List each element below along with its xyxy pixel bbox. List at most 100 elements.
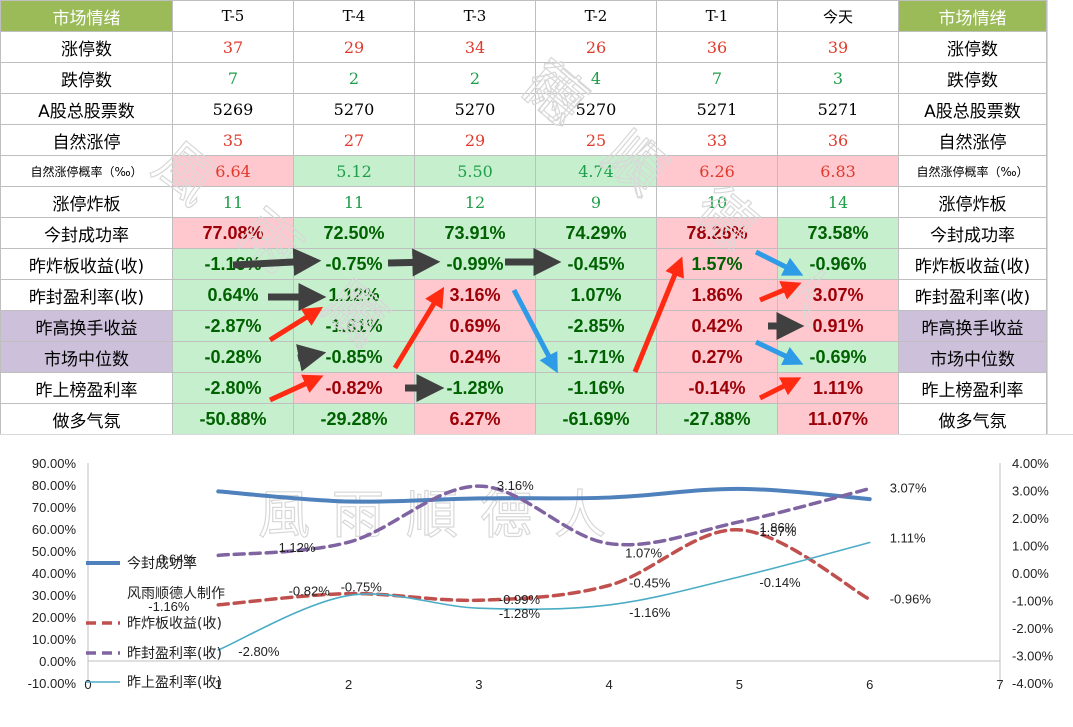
- value-cell: 5.12: [293, 155, 415, 187]
- data-label: 1.86%: [759, 520, 796, 535]
- x-tick-label: 4: [606, 677, 613, 692]
- row-label-right: 昨封盈利率(收): [898, 279, 1047, 311]
- left-y-axis: -10.00% 0.00% 10.00% 20.00% 30.00% 40.00% 50.0…: [28, 456, 77, 691]
- value-cell: -0.85%: [293, 341, 415, 373]
- data-label: 0.64%: [158, 551, 195, 566]
- left-tick-label: -10.00%: [28, 676, 77, 691]
- value-cell: 6.64: [172, 155, 294, 187]
- row-label: 昨高换手收益: [0, 310, 173, 342]
- table-row: 昨炸板收益(收) -1.16% -0.75% -0.99% -0.45% 1.57% -0.…: [0, 248, 1047, 280]
- data-point: [608, 604, 610, 606]
- table-row: 做多气氛 -50.88% -29.28% 6.27% -61.69% -27.88% 11.…: [0, 403, 1047, 435]
- value-cell: 12: [414, 186, 536, 218]
- value-cell: 36: [777, 124, 899, 156]
- row-label-right: 自然涨停概率（‰）: [898, 155, 1047, 187]
- value-cell: -0.69%: [777, 341, 899, 373]
- value-cell: 6.83: [777, 155, 899, 187]
- table-row: 市场中位数 -0.28% -0.85% 0.24% -1.71% 0.27% -0.69% 市…: [0, 341, 1047, 373]
- row-label: 昨封盈利率(收): [0, 279, 173, 311]
- header-right-label: 市场情绪: [898, 0, 1047, 32]
- x-tick-label: 5: [736, 677, 743, 692]
- table-header-row: 市场情绪 T-5 T-4 T-3 T-2 T-1 今天 市场情绪: [0, 0, 1047, 32]
- row-label-right: 涨停数: [898, 31, 1047, 63]
- value-cell: 5271: [777, 93, 899, 125]
- row-label: 今封成功率: [0, 217, 173, 249]
- x-tick-label: 1: [215, 677, 222, 692]
- watermark-glyph: 順: [406, 486, 458, 546]
- value-cell: -2.87%: [172, 310, 294, 342]
- value-cell: 2: [293, 62, 415, 94]
- value-cell: 3.07%: [777, 279, 899, 311]
- right-tick-label: -2.00%: [1012, 621, 1054, 636]
- value-cell: 1.12%: [293, 279, 415, 311]
- row-label: 自然涨停: [0, 124, 173, 156]
- value-cell: 2: [414, 62, 536, 94]
- value-cell: 77.08%: [172, 217, 294, 249]
- right-tick-label: 1.00%: [1012, 539, 1049, 554]
- value-cell: 0.24%: [414, 341, 536, 373]
- combo-line-chart: 風雨順德人 -10.00%0.00%10.00%20.00%30.00%40.0…: [28, 456, 1054, 692]
- value-cell: 5.50: [414, 155, 536, 187]
- table-row: 跌停数 7 2 2 4 7 3 跌停数: [0, 62, 1047, 94]
- value-cell: 5271: [656, 93, 778, 125]
- left-tick-label: 50.00%: [32, 544, 77, 559]
- table-row: 涨停炸板 11 11 12 9 10 14 涨停炸板: [0, 186, 1047, 218]
- value-cell: -2.85%: [535, 310, 657, 342]
- series-lines: [216, 484, 872, 651]
- row-label-right: 自然涨停: [898, 124, 1047, 156]
- row-label-right: 今封成功率: [898, 217, 1047, 249]
- table-row: 昨上榜盈利率 -2.80% -0.82% -1.28% -1.16% -0.14% 1.11…: [0, 372, 1047, 404]
- value-cell: 7: [172, 62, 294, 94]
- series-line: [216, 528, 872, 607]
- value-cell: 1.07%: [535, 279, 657, 311]
- data-point: [217, 490, 219, 492]
- data-point: [738, 521, 740, 523]
- value-cell: -0.28%: [172, 341, 294, 373]
- value-cell: 4: [535, 62, 657, 94]
- value-cell: 14: [777, 186, 899, 218]
- series-line: [216, 484, 872, 558]
- data-labels: -1.16% -0.75% -0.99% -0.45% 1.57% -0.96% 0.64%…: [148, 478, 931, 659]
- value-cell: -0.14%: [656, 372, 778, 404]
- data-point: [347, 541, 349, 543]
- right-tick-label: 0.00%: [1012, 566, 1049, 581]
- row-label: 昨上榜盈利率: [0, 372, 173, 404]
- value-cell: 0.42%: [656, 310, 778, 342]
- left-tick-label: 10.00%: [32, 632, 77, 647]
- row-label-right: 做多气氛: [898, 403, 1047, 435]
- row-label-right: 跌停数: [898, 62, 1047, 94]
- value-cell: 6.27%: [414, 403, 536, 435]
- row-label-right: 昨高换手收益: [898, 310, 1047, 342]
- x-tick-label: 2: [345, 677, 352, 692]
- left-tick-label: 20.00%: [32, 610, 77, 625]
- data-label: -0.14%: [759, 575, 801, 590]
- data-point: [869, 598, 871, 600]
- value-cell: 9: [535, 186, 657, 218]
- x-tick-label: 0: [84, 677, 91, 692]
- data-label: -1.28%: [499, 606, 541, 621]
- x-axis: 0 1 2 3 4 5 6 7: [84, 463, 1004, 692]
- value-cell: -50.88%: [172, 403, 294, 435]
- right-tick-label: -4.00%: [1012, 676, 1054, 691]
- right-tick-label: 3.00%: [1012, 484, 1049, 499]
- table-row: 昨封盈利率(收) 0.64% 1.12% 3.16% 1.07% 1.86% 3.07% 昨封…: [0, 279, 1047, 311]
- right-y-axis: -4.00% -3.00% -2.00% -1.00% 0.00% 1.00% 2.00% 3…: [1012, 456, 1054, 691]
- value-cell: 11: [293, 186, 415, 218]
- data-point: [347, 500, 349, 502]
- table-row: 自然涨停概率（‰） 6.64 5.12 5.50 4.74 6.26 6.83 自然涨停概率（…: [0, 155, 1047, 187]
- legend-label: 昨封盈利率(收): [127, 645, 222, 662]
- value-cell: 73.58%: [777, 217, 899, 249]
- row-label: 做多气氛: [0, 403, 173, 435]
- value-cell: 1.86%: [656, 279, 778, 311]
- value-cell: 34: [414, 31, 536, 63]
- series-line: [216, 486, 872, 504]
- value-cell: 27: [293, 124, 415, 156]
- value-cell: 29: [414, 124, 536, 156]
- value-cell: 11: [172, 186, 294, 218]
- data-label: -0.82%: [289, 584, 331, 599]
- data-label: 1.12%: [279, 540, 316, 555]
- legend-label: 昨上盈利率(收): [127, 674, 222, 691]
- value-cell: 29: [293, 31, 415, 63]
- value-cell: -0.99%: [414, 248, 536, 280]
- value-cell: -1.16%: [535, 372, 657, 404]
